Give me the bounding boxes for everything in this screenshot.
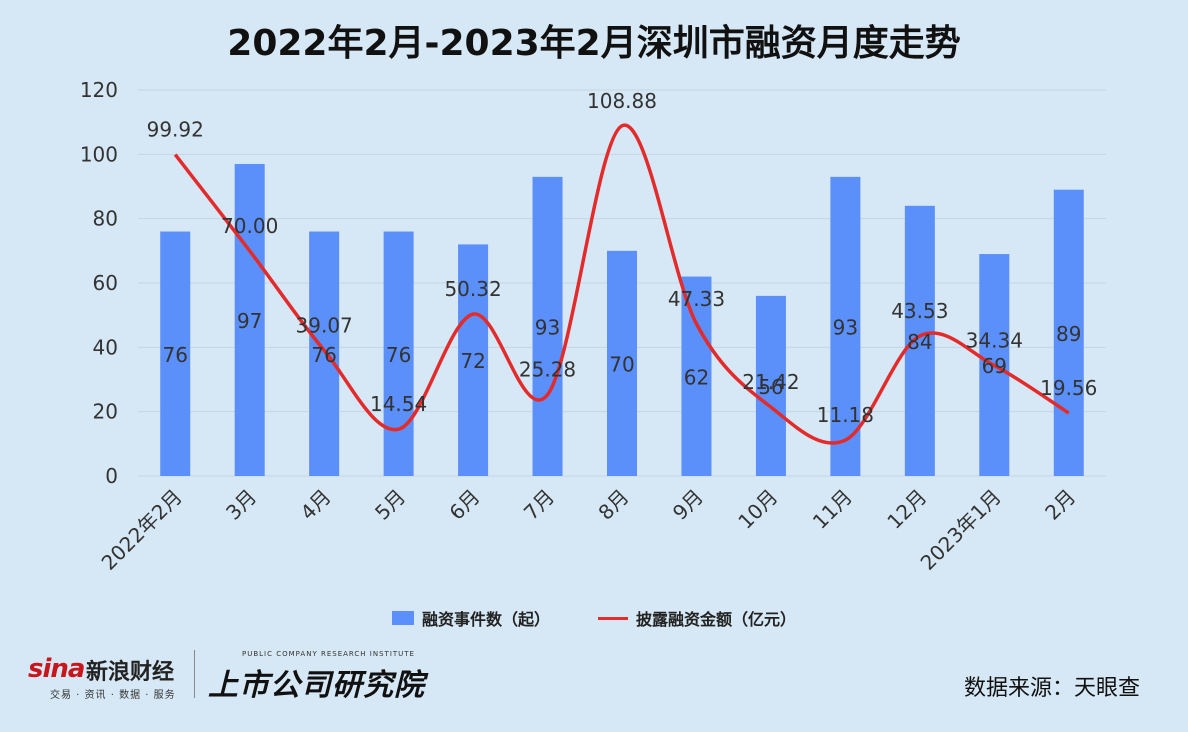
x-tick-label: 9月	[668, 485, 708, 525]
data-source: 数据来源：天眼查	[963, 676, 1140, 701]
bar	[309, 231, 340, 476]
bar-value-label: 76	[163, 343, 188, 367]
line-value-label: 50.32	[444, 277, 501, 301]
x-tick-label: 4月	[296, 485, 336, 525]
legend: 融资事件数（起） 披露融资金额（亿元）	[0, 606, 1188, 630]
bar-value-label: 76	[311, 343, 336, 367]
sina-finance-tagline: 交易 · 资讯 · 数据 · 服务	[50, 690, 176, 701]
x-tick-label: 8月	[593, 485, 633, 525]
bar-value-label: 70	[609, 352, 634, 376]
line-value-label: 70.00	[221, 214, 278, 238]
y-tick-label: 100	[80, 142, 118, 166]
y-tick-label: 0	[105, 464, 118, 488]
x-tick-label: 7月	[519, 485, 559, 525]
bar-value-label: 93	[535, 315, 560, 339]
x-tick-label: 2022年2月	[97, 485, 187, 575]
legend-bar-label: 融资事件数（起）	[421, 610, 550, 629]
line-value-label: 14.54	[370, 392, 427, 416]
line-value-label: 34.34	[966, 329, 1023, 353]
legend-line-swatch	[598, 616, 628, 620]
bar	[755, 295, 786, 476]
bar	[681, 276, 712, 476]
line-value-label: 21.42	[742, 370, 799, 394]
amount-line	[173, 123, 1070, 445]
bar	[1053, 189, 1084, 476]
footer-logos: sina 新浪财经 交易 · 资讯 · 数据 · 服务 PUBLIC COMPA…	[24, 648, 444, 704]
bar-value-label: 62	[684, 365, 709, 389]
y-tick-label: 60	[93, 271, 118, 295]
line-value-label: 25.28	[519, 358, 576, 382]
line-value-label: 11.18	[817, 403, 874, 427]
x-tick-label: 2月	[1040, 485, 1080, 525]
bar-value-label: 97	[237, 309, 262, 333]
x-tick-label: 5月	[370, 485, 410, 525]
legend-item-line: 披露融资金额（亿元）	[598, 606, 796, 630]
legend-bar-swatch	[391, 611, 414, 625]
line-value-label: 99.92	[147, 118, 204, 142]
bar	[532, 176, 563, 476]
x-tick-label: 6月	[444, 485, 484, 525]
research-institute-logo: 上市公司研究院	[208, 668, 425, 703]
legend-item-bar: 融资事件数（起）	[391, 606, 550, 630]
line-value-label: 19.56	[1040, 376, 1097, 400]
line-value-label: 39.07	[296, 313, 353, 337]
y-tick-label: 80	[93, 207, 118, 231]
bar-value-label: 84	[907, 330, 932, 354]
line-value-label: 43.53	[891, 299, 948, 323]
bar-value-label: 76	[386, 343, 411, 367]
bar	[383, 231, 414, 476]
sina-finance-name: 新浪财经	[86, 660, 175, 685]
line-value-label: 47.33	[668, 287, 725, 311]
x-tick-label: 12月	[882, 485, 931, 534]
bar-value-label: 69	[982, 354, 1007, 378]
bar-value-label: 56	[758, 375, 783, 399]
bar	[830, 176, 861, 476]
legend-line-label: 披露融资金额（亿元）	[636, 610, 797, 629]
bar	[904, 205, 935, 477]
bar	[160, 231, 191, 476]
y-tick-label: 20	[93, 400, 118, 424]
chart-title: 2022年2月-2023年2月深圳市融资月度走势	[227, 23, 961, 64]
x-tick-label: 10月	[733, 485, 782, 534]
bar-value-label: 72	[460, 349, 485, 373]
bar-value-label: 93	[833, 315, 858, 339]
bar	[458, 244, 489, 476]
research-institute-en: PUBLIC COMPANY RESEARCH INSTITUTE	[242, 650, 415, 658]
x-tick-label: 3月	[221, 485, 261, 525]
bar	[607, 250, 637, 476]
sina-logo: sina	[28, 654, 85, 684]
bar-value-label: 89	[1056, 322, 1081, 346]
logo-divider	[194, 650, 195, 698]
bar	[234, 163, 265, 476]
y-tick-label: 120	[80, 78, 118, 102]
x-tick-label: 11月	[808, 485, 857, 534]
x-tick-label: 2023年1月	[916, 485, 1006, 575]
y-tick-label: 40	[93, 335, 118, 359]
chart-canvas: 0 20 40 60 80 100 120 2022年2月 3月 4月 5月 6月 7月 8月 9月 10月 1…	[80, 78, 1106, 575]
line-value-label: 108.88	[587, 89, 657, 113]
